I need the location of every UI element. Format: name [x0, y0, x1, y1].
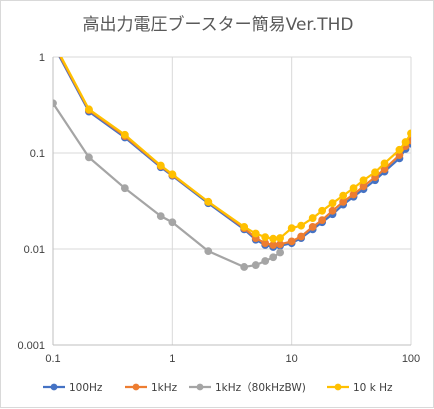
- x-tick-label: 1: [169, 353, 175, 365]
- series-layer: [50, 38, 411, 271]
- data-point: [269, 234, 278, 243]
- y-tick-label: 0.01: [24, 244, 45, 256]
- data-point: [204, 197, 213, 206]
- data-point: [328, 199, 337, 208]
- data-point: [168, 170, 177, 179]
- data-point: [50, 41, 57, 48]
- legend-label: 100Hz: [69, 382, 103, 394]
- legend-marker: [334, 383, 342, 391]
- data-point: [156, 212, 165, 221]
- x-tick-label: 0.1: [45, 353, 60, 365]
- series-line: [53, 102, 281, 269]
- data-point: [297, 232, 306, 241]
- data-point: [318, 216, 327, 225]
- grid-lines: [52, 56, 412, 346]
- legend-label: 10 k Hz: [353, 382, 393, 394]
- data-point: [308, 222, 317, 231]
- data-point: [85, 153, 93, 162]
- legend-item-1: 100Hz: [43, 382, 103, 394]
- legend-marker: [132, 383, 140, 391]
- x-tick-label: 100: [402, 353, 420, 365]
- series-4: [50, 38, 411, 243]
- data-point: [50, 40, 57, 47]
- data-point: [269, 241, 278, 249]
- data-point: [120, 184, 129, 193]
- data-point: [50, 38, 57, 45]
- y-tick-label: 0.001: [17, 340, 45, 352]
- data-point: [156, 161, 165, 170]
- axes: 0.001 0.01 0.1 1 0.1 1 10 100: [17, 52, 420, 365]
- data-point: [276, 234, 285, 242]
- data-point: [395, 145, 404, 154]
- series-line: [59, 57, 411, 240]
- legend-item-3: 1kHz（80kHzBW): [189, 382, 306, 394]
- data-point: [120, 130, 129, 139]
- data-point: [287, 237, 296, 246]
- y-tick-label: 1: [39, 52, 45, 64]
- data-point: [297, 221, 306, 230]
- data-point: [276, 248, 285, 257]
- data-point: [401, 138, 410, 146]
- data-point: [251, 261, 260, 269]
- data-point: [240, 263, 249, 271]
- data-point: [328, 206, 337, 215]
- data-point: [359, 176, 368, 185]
- data-point: [168, 218, 177, 227]
- legend-marker: [50, 383, 58, 391]
- legend-label: 1kHz（80kHzBW): [215, 382, 306, 394]
- data-point: [269, 253, 278, 262]
- legend-item-4: 10 k Hz: [327, 382, 393, 394]
- legend-label: 1kHz: [151, 382, 178, 394]
- data-point: [339, 191, 348, 200]
- data-point: [251, 229, 260, 238]
- data-point: [308, 214, 317, 222]
- legend-marker: [196, 383, 204, 391]
- data-point: [380, 159, 389, 168]
- data-point: [371, 168, 379, 177]
- series-line: [59, 57, 411, 247]
- data-point: [240, 222, 249, 231]
- data-point: [287, 224, 296, 233]
- legend: 100Hz 1kHz 1kHz（80kHzBW) 10 k Hz: [43, 382, 393, 394]
- chart-title: 高出力電圧ブースター簡易Ver.THD: [82, 14, 353, 35]
- data-point: [85, 105, 93, 114]
- legend-item-2: 1kHz: [125, 382, 178, 394]
- data-point: [53, 99, 57, 108]
- y-tick-label: 0.1: [30, 148, 45, 160]
- series-line: [58, 57, 411, 249]
- data-point: [204, 247, 213, 256]
- data-point: [261, 233, 270, 242]
- data-point: [407, 129, 411, 138]
- data-point: [261, 257, 270, 265]
- series-3: [53, 99, 285, 271]
- x-tick-label: 10: [286, 353, 298, 365]
- data-point: [349, 184, 358, 193]
- data-point: [318, 206, 327, 215]
